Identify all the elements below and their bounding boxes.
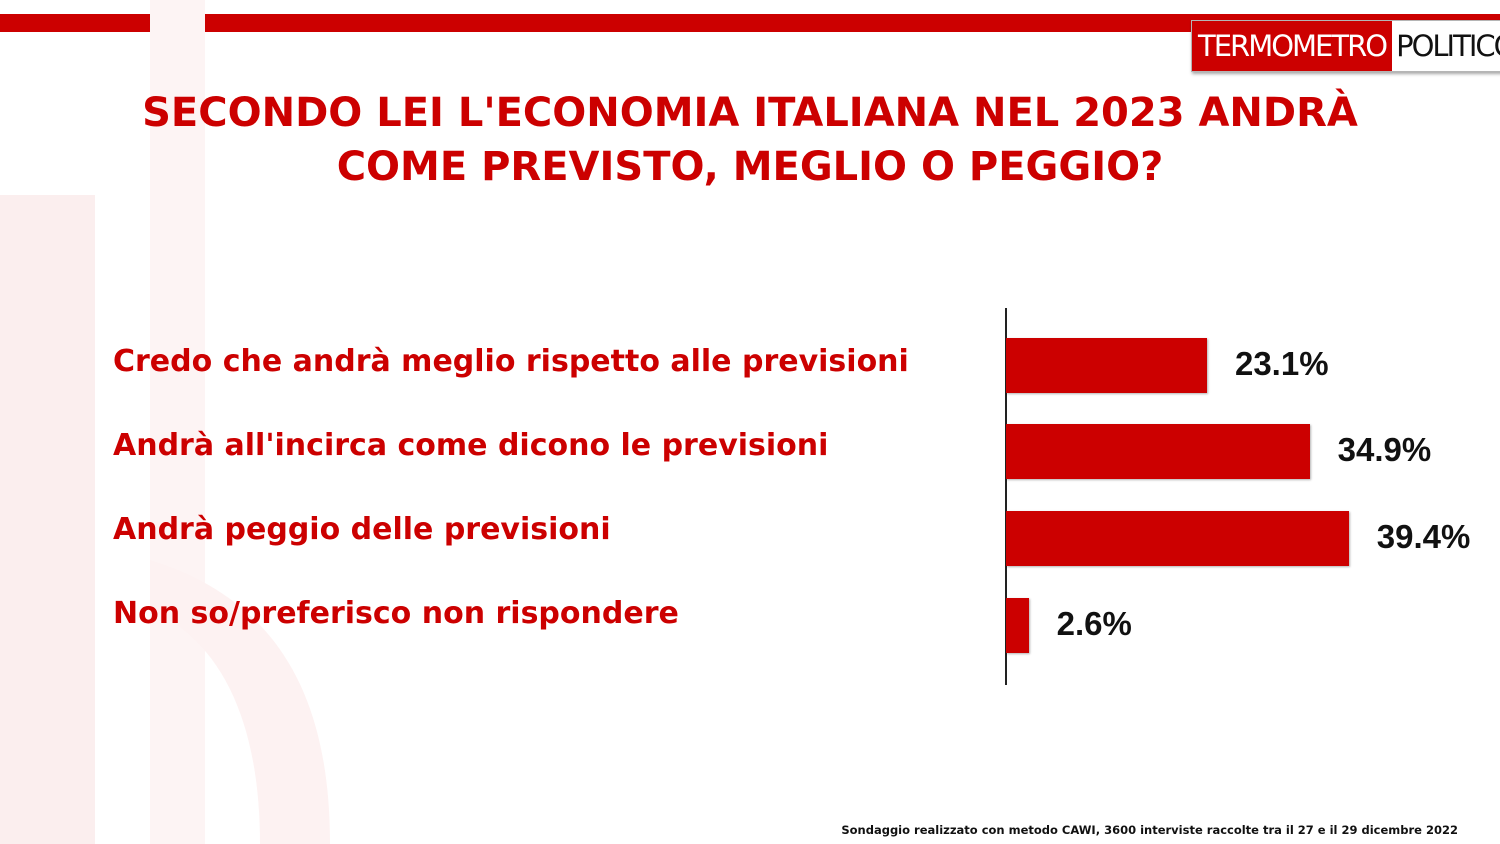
background-watermark [0, 0, 330, 844]
value-label-3: 2.6% [1056, 605, 1132, 642]
category-label-meglio: Credo che andrà meglio rispetto alle pre… [113, 344, 909, 379]
category-label-peggio: Andrà peggio delle previsioni [113, 512, 611, 547]
footnote: Sondaggio realizzato con metodo CAWI, 36… [841, 823, 1458, 837]
top-accent-bar [0, 14, 1500, 32]
category-label-non-so: Non so/preferisco non rispondere [113, 596, 679, 631]
bar-0 [1006, 338, 1207, 393]
brand-logo: TERMOMETRO POLITICO [1191, 20, 1500, 72]
y-axis-line [1005, 308, 1007, 685]
chart-title-line-2: COME PREVISTO, MEGLIO O PEGGIO? [336, 144, 1164, 190]
bar-1 [1006, 424, 1310, 479]
chart-title-line-1: SECONDO LEI L'ECONOMIA ITALIANA NEL 2023… [142, 90, 1358, 136]
bar-2 [1006, 511, 1349, 566]
logo-part-politico: POLITICO [1396, 29, 1500, 63]
chart-title: SECONDO LEI L'ECONOMIA ITALIANA NEL 2023… [60, 86, 1440, 194]
value-label-1: 34.9% [1337, 431, 1432, 468]
logo-part-termometro: TERMOMETRO [1192, 21, 1393, 71]
bar-3 [1006, 598, 1029, 653]
category-label-come-previsto: Andrà all'incirca come dicono le previsi… [113, 428, 829, 463]
value-label-2: 39.4% [1376, 518, 1471, 555]
value-label-0: 23.1% [1234, 345, 1329, 382]
